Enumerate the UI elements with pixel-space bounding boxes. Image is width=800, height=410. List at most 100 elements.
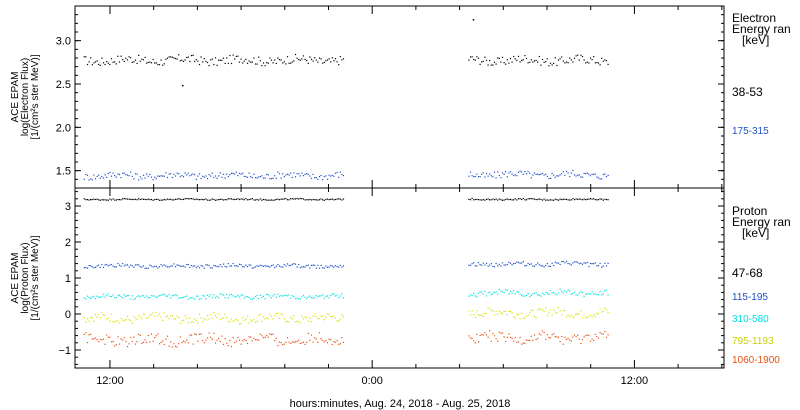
data-point	[115, 199, 117, 201]
data-point	[570, 172, 572, 174]
data-point	[597, 265, 600, 267]
data-point	[155, 198, 157, 200]
data-point	[469, 264, 472, 266]
data-point	[546, 199, 548, 201]
data-point	[214, 175, 217, 177]
data-point	[509, 262, 512, 264]
data-point	[577, 313, 579, 315]
data-point	[493, 171, 496, 173]
data-point	[521, 171, 523, 173]
data-point	[186, 174, 188, 176]
data-point	[264, 265, 266, 267]
data-point	[144, 339, 146, 341]
data-point	[333, 293, 335, 295]
data-point	[102, 177, 105, 179]
data-point	[120, 199, 122, 201]
data-point	[176, 346, 178, 348]
data-point	[126, 264, 129, 266]
data-point	[291, 295, 293, 297]
data-point	[322, 294, 324, 296]
data-point	[477, 199, 480, 201]
data-point	[565, 61, 568, 63]
data-point	[141, 178, 143, 180]
data-point	[511, 61, 513, 63]
data-point	[565, 338, 568, 340]
data-point	[333, 341, 335, 343]
data-point	[101, 199, 103, 201]
data-point	[101, 339, 103, 341]
data-point	[282, 266, 284, 268]
data-point	[86, 174, 89, 176]
data-point	[326, 342, 329, 344]
data-point	[514, 198, 516, 200]
data-point	[577, 54, 579, 56]
data-point	[192, 321, 194, 323]
data-point	[487, 307, 489, 309]
data-point	[104, 296, 106, 298]
data-point	[296, 266, 298, 268]
data-point	[508, 199, 510, 201]
data-point	[495, 262, 497, 265]
data-point	[607, 174, 609, 176]
data-point	[473, 58, 475, 61]
data-point	[334, 317, 337, 319]
data-point	[312, 173, 314, 175]
data-point	[131, 61, 133, 63]
data-point	[546, 334, 548, 336]
data-point	[178, 198, 180, 200]
data-point	[101, 263, 103, 266]
data-point	[195, 319, 197, 321]
data-point	[150, 176, 153, 178]
data-point	[557, 59, 560, 61]
data-point	[333, 60, 335, 62]
data-point	[173, 263, 175, 265]
y-axis-label: ACE EPAM	[10, 72, 21, 123]
data-point	[154, 295, 156, 297]
data-point	[99, 177, 101, 179]
data-point	[339, 343, 341, 345]
data-point	[93, 198, 95, 200]
data-point	[102, 266, 105, 268]
data-point	[481, 291, 483, 293]
data-point	[602, 265, 604, 267]
data-point	[88, 179, 90, 181]
data-point	[210, 267, 212, 269]
data-point	[551, 262, 553, 264]
data-point	[230, 346, 233, 348]
data-point	[298, 339, 300, 341]
data-point	[538, 307, 540, 310]
data-point	[575, 261, 577, 263]
data-point	[189, 175, 191, 177]
data-point	[210, 199, 212, 201]
data-point	[556, 175, 558, 177]
data-point	[604, 331, 606, 333]
data-point	[168, 198, 170, 201]
data-point	[282, 62, 284, 64]
legend-title: Proton	[732, 204, 767, 218]
data-point	[336, 61, 338, 63]
data-point	[285, 265, 287, 267]
data-point	[280, 342, 282, 344]
data-point	[275, 296, 277, 298]
data-point	[314, 177, 316, 179]
data-point	[98, 264, 100, 266]
data-point	[90, 265, 92, 267]
data-point	[331, 265, 333, 267]
data-point	[527, 171, 529, 173]
data-point	[91, 338, 93, 340]
data-point	[516, 59, 518, 61]
data-point	[298, 59, 300, 61]
data-point	[227, 263, 229, 265]
data-point	[589, 293, 592, 295]
data-point	[288, 341, 290, 343]
data-point	[248, 296, 250, 299]
data-point	[298, 173, 300, 175]
data-point	[521, 294, 523, 296]
data-point	[251, 320, 253, 322]
data-point	[482, 60, 484, 62]
data-point	[532, 310, 534, 312]
data-point	[146, 199, 148, 201]
data-point	[224, 62, 226, 64]
legend-item: 38-53	[732, 85, 763, 99]
data-point	[501, 291, 504, 293]
